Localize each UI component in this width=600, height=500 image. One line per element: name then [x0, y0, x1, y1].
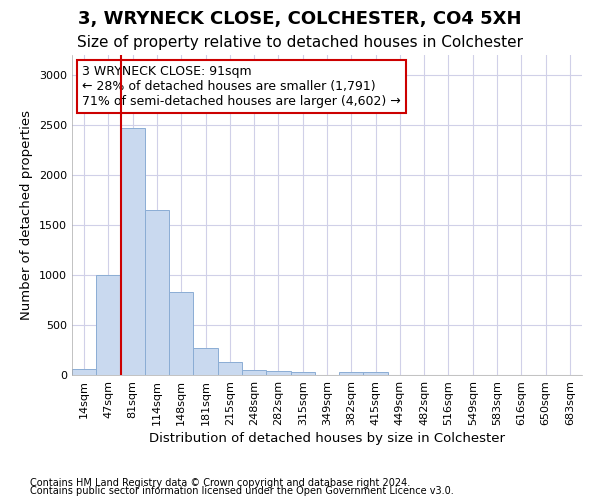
Bar	[193, 348, 218, 375]
Bar	[121, 128, 145, 375]
Text: 3, WRYNECK CLOSE, COLCHESTER, CO4 5XH: 3, WRYNECK CLOSE, COLCHESTER, CO4 5XH	[78, 10, 522, 28]
Text: 3 WRYNECK CLOSE: 91sqm
← 28% of detached houses are smaller (1,791)
71% of semi-: 3 WRYNECK CLOSE: 91sqm ← 28% of detached…	[82, 64, 401, 108]
Bar	[145, 210, 169, 375]
Bar	[96, 275, 121, 375]
Bar	[364, 372, 388, 375]
Text: Size of property relative to detached houses in Colchester: Size of property relative to detached ho…	[77, 35, 523, 50]
Text: Contains public sector information licensed under the Open Government Licence v3: Contains public sector information licen…	[30, 486, 454, 496]
Bar	[169, 292, 193, 375]
X-axis label: Distribution of detached houses by size in Colchester: Distribution of detached houses by size …	[149, 432, 505, 445]
Bar	[72, 369, 96, 375]
Y-axis label: Number of detached properties: Number of detached properties	[20, 110, 34, 320]
Text: Contains HM Land Registry data © Crown copyright and database right 2024.: Contains HM Land Registry data © Crown c…	[30, 478, 410, 488]
Bar	[290, 372, 315, 375]
Bar	[266, 370, 290, 375]
Bar	[242, 370, 266, 375]
Bar	[339, 372, 364, 375]
Bar	[218, 362, 242, 375]
